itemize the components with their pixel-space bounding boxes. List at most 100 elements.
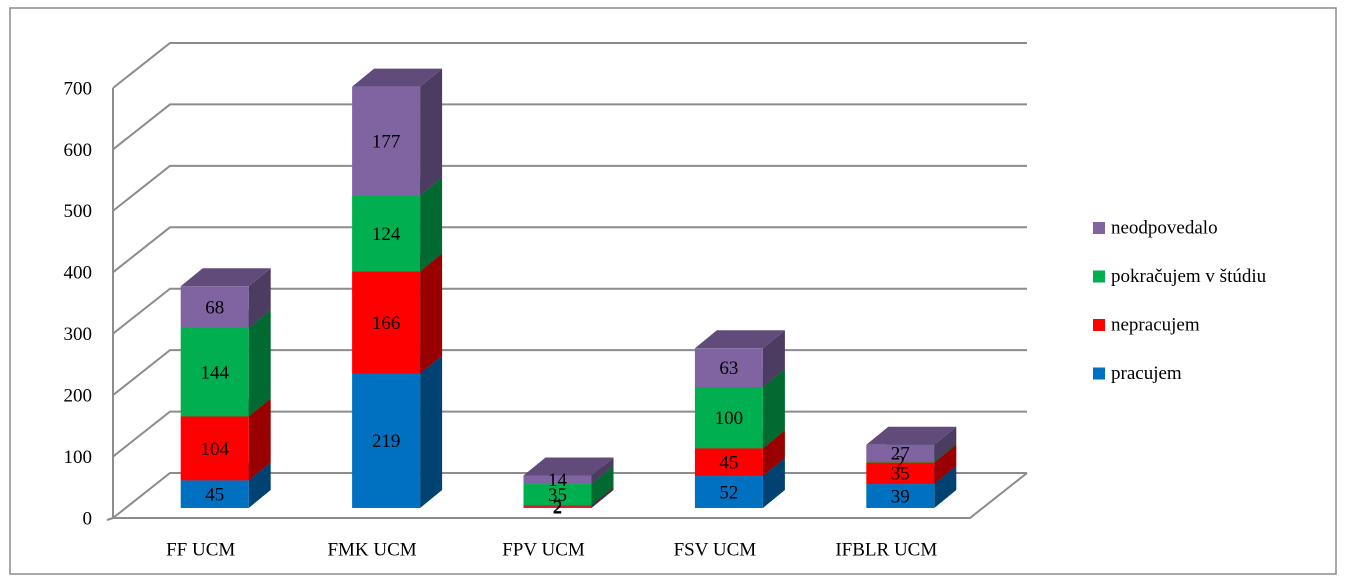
x-tick-label: FF UCM — [166, 539, 235, 560]
bar-top — [866, 426, 957, 445]
bar-segment — [352, 355, 443, 508]
y-tick-label: 0 — [83, 508, 93, 529]
bar-side — [934, 426, 957, 462]
legend-swatch — [1093, 319, 1105, 331]
data-label: 52 — [719, 482, 738, 503]
y-tick-label: 400 — [64, 263, 93, 284]
legend-label: pokračujem v štúdiu — [1111, 266, 1267, 287]
bar-front — [352, 373, 421, 508]
bar-side — [591, 466, 614, 506]
grid-line — [112, 103, 1027, 151]
legend-swatch — [1093, 367, 1105, 380]
bar-side — [762, 458, 785, 508]
data-label: 177 — [372, 131, 401, 152]
floor — [113, 472, 1028, 519]
bar-side — [420, 177, 443, 272]
data-label: 2 — [896, 452, 906, 473]
bar-front — [180, 416, 249, 481]
bar-front — [523, 505, 592, 507]
bar-front — [694, 386, 763, 449]
bar-front — [352, 271, 421, 374]
data-label: 219 — [372, 431, 401, 452]
bar-side — [420, 68, 443, 196]
x-tick-label: FPV UCM — [502, 539, 585, 560]
bar-front — [866, 444, 935, 462]
legend-label: neodpovedalo — [1111, 217, 1218, 238]
data-label: 45 — [205, 485, 224, 506]
data-label: 2 — [553, 497, 563, 518]
bar-front — [180, 328, 249, 417]
bar-side — [420, 253, 443, 374]
bar-front — [523, 475, 592, 485]
bar-front — [523, 506, 592, 508]
x-tick-label: FSV UCM — [674, 539, 757, 560]
bar-front — [694, 476, 763, 508]
bar-front — [694, 448, 763, 477]
legend-label: pracujem — [1111, 363, 1182, 384]
grid-line — [112, 164, 1027, 212]
bar-side — [934, 466, 957, 508]
bar-side — [762, 430, 785, 477]
bar-segment — [352, 68, 443, 196]
bar-top — [694, 330, 785, 349]
bar-side — [591, 487, 614, 507]
bar-front — [866, 462, 935, 485]
bar-side — [934, 443, 957, 463]
data-label: 2 — [553, 498, 563, 519]
grid-line — [112, 287, 1027, 335]
bar-segment — [180, 268, 271, 329]
bar-front — [523, 484, 592, 506]
bar-side — [934, 444, 957, 485]
legend-swatch — [1093, 270, 1105, 283]
bar-side — [591, 488, 614, 508]
data-label: 124 — [372, 224, 401, 245]
bar-side — [420, 355, 443, 508]
bar-side — [248, 398, 271, 481]
data-label: 45 — [719, 453, 738, 474]
y-tick-label: 200 — [64, 386, 93, 407]
grid-line — [112, 226, 1027, 274]
bar-front — [694, 348, 763, 387]
data-label: 35 — [891, 464, 910, 485]
bar-segment — [694, 330, 785, 387]
bar-top — [180, 268, 271, 287]
bar-front — [866, 461, 935, 463]
data-label: 68 — [205, 297, 224, 318]
data-label: 63 — [719, 358, 738, 379]
bar-front — [352, 195, 421, 272]
bar-side — [762, 330, 785, 387]
data-label: 14 — [548, 470, 568, 491]
y-tick-label: 100 — [64, 447, 93, 468]
y-tick-label: 300 — [64, 324, 93, 345]
bar-side — [762, 368, 785, 449]
data-label: 104 — [200, 439, 229, 460]
floor-left — [106, 517, 114, 521]
data-label: 27 — [891, 443, 910, 464]
data-label: 100 — [715, 408, 744, 429]
bar-segment — [523, 457, 614, 485]
legend-label: nepracujem — [1111, 314, 1200, 335]
bar-top — [352, 68, 443, 87]
grid-line — [112, 42, 1027, 89]
y-tick-label: 700 — [64, 78, 93, 99]
bar-front — [866, 484, 935, 508]
data-label: 39 — [891, 486, 910, 507]
y-tick-label: 600 — [64, 140, 93, 161]
bar-segment — [866, 426, 957, 462]
bar-side — [248, 310, 271, 417]
x-tick-label: IFBLR UCM — [835, 539, 937, 560]
bar-side — [248, 462, 271, 508]
bar-front — [180, 480, 249, 508]
data-label: 166 — [372, 313, 401, 334]
bar-side — [248, 268, 271, 329]
y-tick-label: 500 — [64, 201, 93, 222]
bar-top — [523, 457, 614, 476]
bar-front — [352, 86, 421, 196]
data-label: 35 — [548, 485, 567, 506]
bar-front — [180, 286, 249, 329]
x-tick-label: FMK UCM — [327, 539, 416, 560]
data-label: 144 — [200, 363, 229, 384]
legend-swatch — [1093, 222, 1105, 234]
bar-side — [591, 457, 614, 485]
